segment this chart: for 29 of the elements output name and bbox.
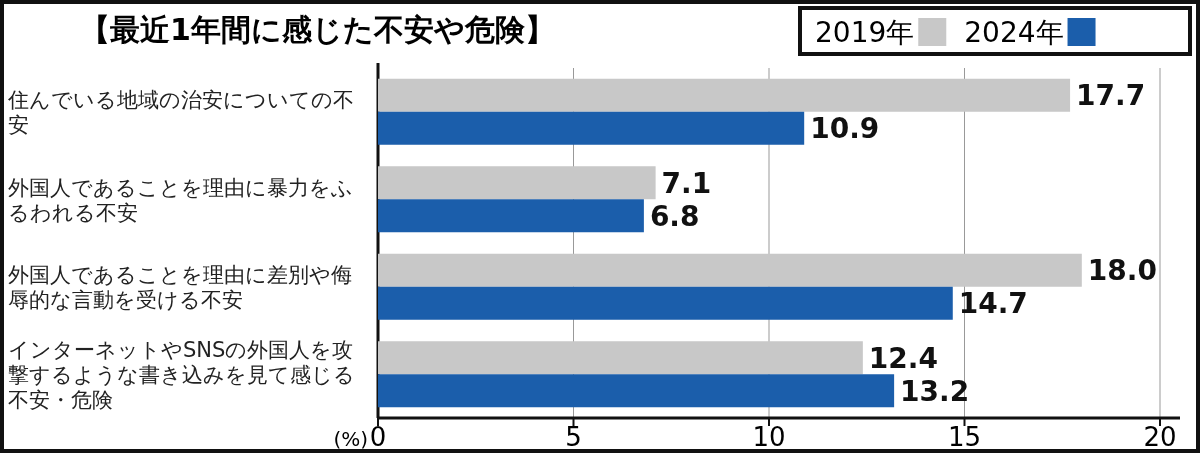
legend-label: 2024年: [964, 16, 1064, 49]
x-tick-label: 15: [947, 422, 982, 452]
bar: [378, 199, 644, 233]
x-tick-label: 10: [752, 422, 786, 452]
chart-title: 【最近1年間に感じた不安や危険】: [80, 12, 555, 47]
bar: [378, 374, 895, 408]
bar: [378, 166, 656, 200]
y-tick-label: 外国人であることを理由に差別や侮辱的な言動を受ける不安: [8, 263, 352, 313]
bar: [378, 253, 1082, 287]
text: (%): [333, 427, 368, 451]
text: 7.1: [661, 166, 712, 200]
text: 10.9: [810, 112, 880, 146]
bar: [378, 341, 863, 375]
text: 17.7: [1076, 79, 1146, 113]
bar: [378, 111, 805, 145]
y-tick-label: 外国人であることを理由に暴力をふるわれる不安: [8, 175, 353, 225]
text: 18.0: [1087, 254, 1157, 288]
x-tick-label: 0: [369, 422, 387, 452]
bar: [378, 286, 953, 320]
text: 13.2: [900, 374, 970, 408]
y-tick-label: インターネットやSNSの外国人を攻撃するような書き込みを見て感じる不安・危険: [8, 338, 355, 413]
text: 12.4: [868, 341, 938, 375]
x-tick-label: 5: [565, 422, 582, 452]
legend-label: 2019年: [815, 16, 915, 49]
x-tick-label: 20: [1143, 422, 1177, 452]
bar: [378, 78, 1071, 112]
y-tick-label: 住んでいる地域の治安についての不安: [7, 88, 354, 138]
text: 6.8: [649, 199, 700, 233]
text: 14.7: [958, 287, 1028, 321]
